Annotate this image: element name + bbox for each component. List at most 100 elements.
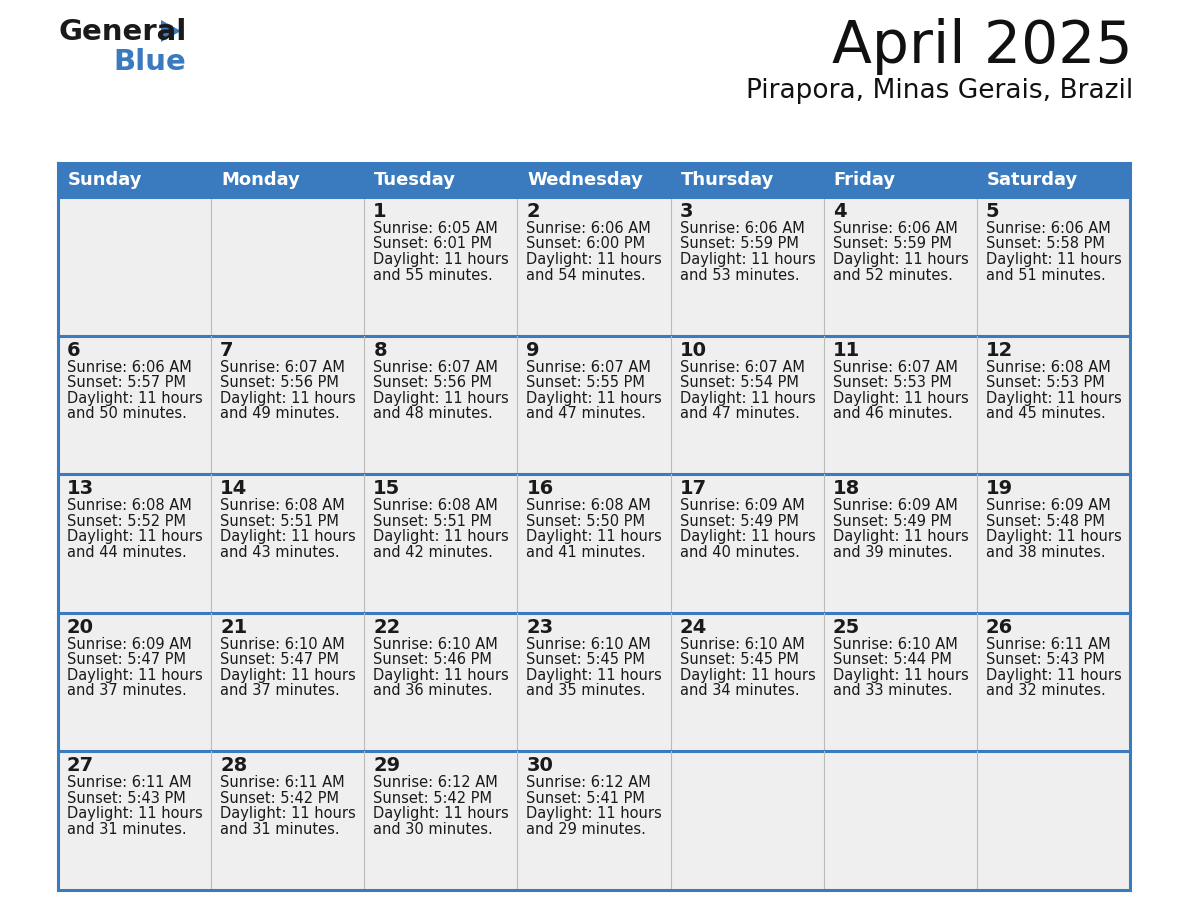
- Text: Sunrise: 6:07 AM: Sunrise: 6:07 AM: [833, 360, 958, 375]
- Text: Sunrise: 6:11 AM: Sunrise: 6:11 AM: [986, 637, 1111, 652]
- Text: 5: 5: [986, 202, 999, 221]
- Text: Daylight: 11 hours: Daylight: 11 hours: [373, 667, 508, 683]
- Text: Daylight: 11 hours: Daylight: 11 hours: [220, 667, 356, 683]
- Text: Sunrise: 6:06 AM: Sunrise: 6:06 AM: [680, 221, 804, 236]
- Bar: [211, 336, 365, 475]
- Text: Sunrise: 6:12 AM: Sunrise: 6:12 AM: [526, 776, 651, 790]
- Text: Daylight: 11 hours: Daylight: 11 hours: [373, 806, 508, 822]
- Text: 1: 1: [373, 202, 387, 221]
- Text: and 32 minutes.: and 32 minutes.: [986, 683, 1106, 699]
- Text: and 36 minutes.: and 36 minutes.: [373, 683, 493, 699]
- Text: Sunrise: 6:08 AM: Sunrise: 6:08 AM: [986, 360, 1111, 375]
- Text: Sunset: 5:44 PM: Sunset: 5:44 PM: [833, 653, 952, 667]
- Text: Sunset: 5:58 PM: Sunset: 5:58 PM: [986, 237, 1105, 252]
- Text: Sunrise: 6:10 AM: Sunrise: 6:10 AM: [220, 637, 345, 652]
- Text: Pirapora, Minas Gerais, Brazil: Pirapora, Minas Gerais, Brazil: [746, 78, 1133, 104]
- Text: Daylight: 11 hours: Daylight: 11 hours: [680, 667, 815, 683]
- Text: Sunset: 5:46 PM: Sunset: 5:46 PM: [373, 653, 492, 667]
- Text: Sunset: 6:01 PM: Sunset: 6:01 PM: [373, 237, 492, 252]
- Text: 18: 18: [833, 479, 860, 498]
- Text: and 54 minutes.: and 54 minutes.: [526, 267, 646, 283]
- Text: Daylight: 11 hours: Daylight: 11 hours: [373, 529, 508, 544]
- Bar: [823, 475, 977, 613]
- Text: and 46 minutes.: and 46 minutes.: [833, 406, 953, 421]
- Text: Daylight: 11 hours: Daylight: 11 hours: [833, 667, 968, 683]
- Text: Daylight: 11 hours: Daylight: 11 hours: [680, 252, 815, 267]
- Text: 13: 13: [67, 479, 94, 498]
- Text: Sunrise: 6:08 AM: Sunrise: 6:08 AM: [373, 498, 498, 513]
- Bar: [977, 752, 1130, 890]
- Text: and 50 minutes.: and 50 minutes.: [67, 406, 187, 421]
- Bar: [211, 752, 365, 890]
- Text: Sunset: 5:43 PM: Sunset: 5:43 PM: [67, 791, 185, 806]
- Bar: [365, 475, 518, 613]
- Text: 29: 29: [373, 756, 400, 776]
- Text: 11: 11: [833, 341, 860, 360]
- Text: Sunset: 5:49 PM: Sunset: 5:49 PM: [833, 514, 952, 529]
- Text: 30: 30: [526, 756, 554, 776]
- Text: Daylight: 11 hours: Daylight: 11 hours: [833, 252, 968, 267]
- Text: and 47 minutes.: and 47 minutes.: [680, 406, 800, 421]
- Text: Daylight: 11 hours: Daylight: 11 hours: [373, 252, 508, 267]
- Text: 25: 25: [833, 618, 860, 637]
- Text: Sunset: 5:55 PM: Sunset: 5:55 PM: [526, 375, 645, 390]
- Text: and 47 minutes.: and 47 minutes.: [526, 406, 646, 421]
- Bar: [365, 336, 518, 475]
- Text: Sunset: 5:51 PM: Sunset: 5:51 PM: [373, 514, 492, 529]
- Text: Daylight: 11 hours: Daylight: 11 hours: [986, 390, 1121, 406]
- Text: and 43 minutes.: and 43 minutes.: [220, 544, 340, 560]
- Text: 21: 21: [220, 618, 247, 637]
- Text: and 35 minutes.: and 35 minutes.: [526, 683, 646, 699]
- Bar: [823, 613, 977, 752]
- Text: and 55 minutes.: and 55 minutes.: [373, 267, 493, 283]
- Text: Sunrise: 6:06 AM: Sunrise: 6:06 AM: [986, 221, 1111, 236]
- Text: Sunrise: 6:06 AM: Sunrise: 6:06 AM: [526, 221, 651, 236]
- Text: Sunrise: 6:10 AM: Sunrise: 6:10 AM: [680, 637, 804, 652]
- Text: Sunset: 5:47 PM: Sunset: 5:47 PM: [220, 653, 339, 667]
- Text: Sunset: 5:59 PM: Sunset: 5:59 PM: [680, 237, 798, 252]
- Text: and 31 minutes.: and 31 minutes.: [220, 822, 340, 837]
- Text: and 33 minutes.: and 33 minutes.: [833, 683, 953, 699]
- Text: Daylight: 11 hours: Daylight: 11 hours: [833, 529, 968, 544]
- Text: Daylight: 11 hours: Daylight: 11 hours: [986, 529, 1121, 544]
- Bar: [58, 475, 211, 613]
- Bar: [518, 475, 670, 613]
- Text: and 37 minutes.: and 37 minutes.: [67, 683, 187, 699]
- Text: Sunrise: 6:09 AM: Sunrise: 6:09 AM: [833, 498, 958, 513]
- Bar: [58, 752, 211, 890]
- Bar: [670, 613, 823, 752]
- Text: Wednesday: Wednesday: [527, 171, 644, 189]
- Text: Sunset: 5:45 PM: Sunset: 5:45 PM: [526, 653, 645, 667]
- Text: 22: 22: [373, 618, 400, 637]
- Text: 16: 16: [526, 479, 554, 498]
- Text: Sunrise: 6:08 AM: Sunrise: 6:08 AM: [220, 498, 345, 513]
- Text: and 49 minutes.: and 49 minutes.: [220, 406, 340, 421]
- Text: and 41 minutes.: and 41 minutes.: [526, 544, 646, 560]
- Text: Sunrise: 6:11 AM: Sunrise: 6:11 AM: [220, 776, 345, 790]
- Bar: [977, 336, 1130, 475]
- Text: Sunset: 5:45 PM: Sunset: 5:45 PM: [680, 653, 798, 667]
- Text: Sunset: 5:54 PM: Sunset: 5:54 PM: [680, 375, 798, 390]
- Text: Daylight: 11 hours: Daylight: 11 hours: [67, 667, 203, 683]
- Bar: [518, 613, 670, 752]
- Text: 26: 26: [986, 618, 1013, 637]
- Text: 7: 7: [220, 341, 234, 360]
- Text: Sunrise: 6:09 AM: Sunrise: 6:09 AM: [986, 498, 1111, 513]
- Text: Sunset: 5:50 PM: Sunset: 5:50 PM: [526, 514, 645, 529]
- Bar: [977, 197, 1130, 336]
- Text: Sunrise: 6:06 AM: Sunrise: 6:06 AM: [67, 360, 191, 375]
- Text: Sunset: 5:41 PM: Sunset: 5:41 PM: [526, 791, 645, 806]
- Text: Daylight: 11 hours: Daylight: 11 hours: [986, 252, 1121, 267]
- Text: Sunrise: 6:12 AM: Sunrise: 6:12 AM: [373, 776, 498, 790]
- Text: and 52 minutes.: and 52 minutes.: [833, 267, 953, 283]
- Bar: [670, 197, 823, 336]
- Text: Sunrise: 6:09 AM: Sunrise: 6:09 AM: [67, 637, 191, 652]
- Text: Sunset: 5:56 PM: Sunset: 5:56 PM: [220, 375, 339, 390]
- Text: Sunday: Sunday: [68, 171, 143, 189]
- Bar: [670, 336, 823, 475]
- Bar: [58, 613, 211, 752]
- Bar: [58, 163, 1130, 197]
- Text: Monday: Monday: [221, 171, 301, 189]
- Text: Daylight: 11 hours: Daylight: 11 hours: [526, 667, 662, 683]
- Text: Sunset: 5:51 PM: Sunset: 5:51 PM: [220, 514, 339, 529]
